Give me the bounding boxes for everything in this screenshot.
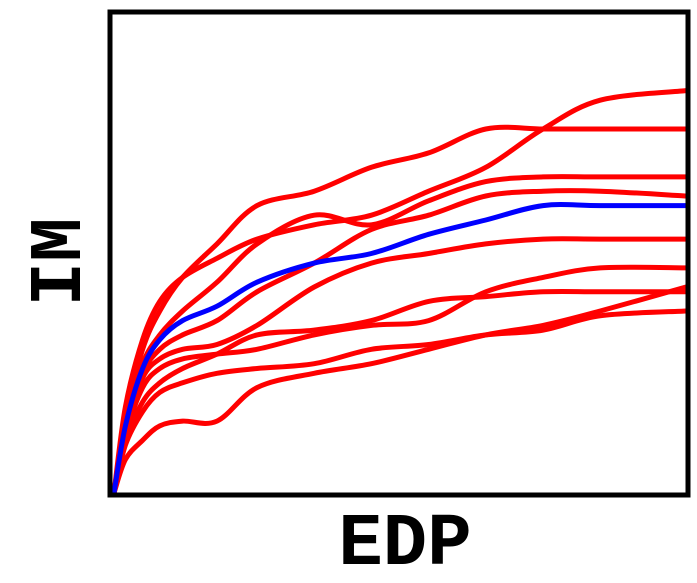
curve-7: [111, 288, 689, 496]
curves-layer: [111, 88, 689, 496]
median-curve: [111, 202, 689, 496]
x-axis-label: EDP: [338, 503, 471, 583]
curve-6: [111, 264, 689, 496]
curve-8: [111, 308, 689, 496]
curve-2: [111, 124, 689, 496]
plot-frame: [107, 9, 691, 498]
curve-9: [111, 284, 689, 496]
curve-4: [111, 188, 689, 496]
y-axis-label: IM: [19, 218, 103, 307]
curve-5: [111, 236, 689, 496]
